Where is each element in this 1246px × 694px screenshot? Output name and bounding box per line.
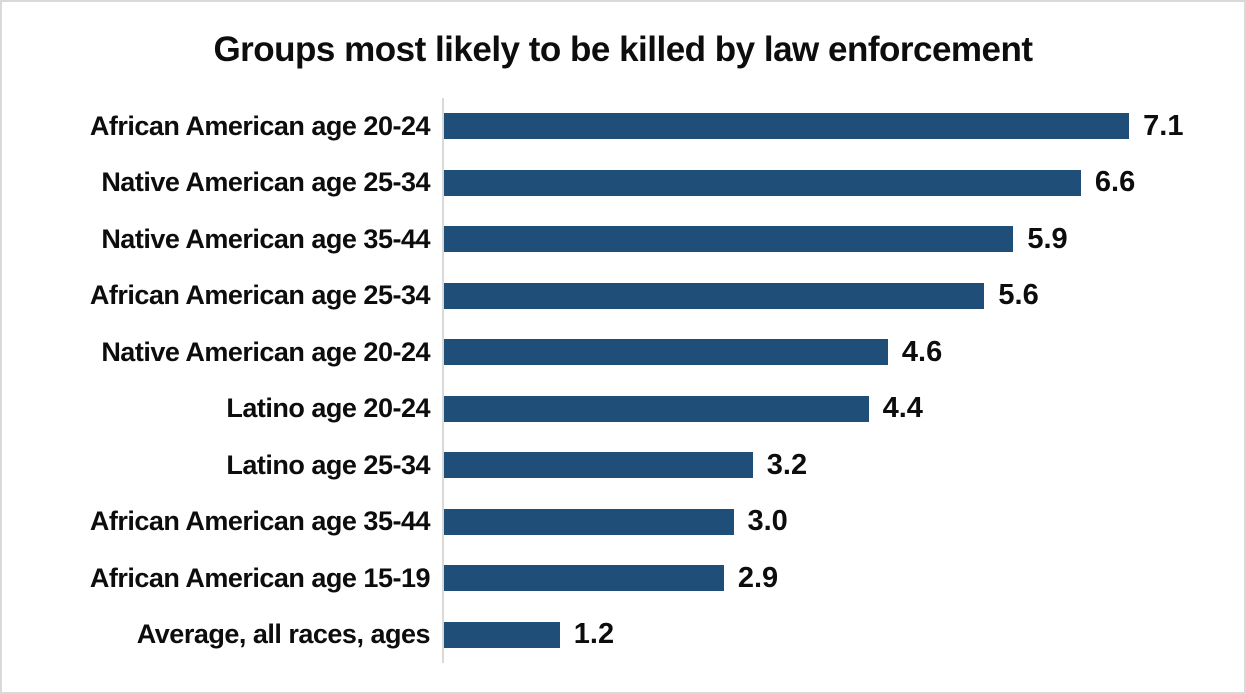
category-label: African American age 15-19	[89, 562, 431, 593]
value-label: 1.2	[573, 618, 615, 651]
bar	[444, 282, 985, 309]
bar	[444, 169, 1081, 196]
chart-row: African American age 20-24 7.1	[2, 98, 1244, 155]
bar	[444, 395, 869, 422]
value-label: 2.9	[737, 561, 779, 594]
chart-row: Native American age 25-34 6.6	[2, 155, 1244, 212]
y-axis-line	[442, 98, 444, 663]
value-label: 3.2	[766, 448, 808, 481]
category-label: African American age 20-24	[89, 110, 431, 141]
chart-row: Latino age 20-24 4.4	[2, 381, 1244, 438]
category-label: Native American age 25-34	[101, 167, 430, 198]
bar	[444, 113, 1130, 140]
category-label: Average, all races, ages	[136, 619, 431, 650]
chart-row: African American age 35-44 3.0	[2, 494, 1244, 551]
chart-title: Groups most likely to be killed by law e…	[213, 30, 1033, 69]
value-label: 5.6	[998, 279, 1039, 312]
category-label: Native American age 35-44	[101, 223, 430, 254]
value-label: 3.0	[747, 505, 788, 538]
chart-row: Native American age 20-24 4.6	[2, 324, 1244, 381]
plot-area: African American age 20-24 7.1 Native Amer…	[2, 98, 1244, 663]
value-label: 7.1	[1143, 109, 1184, 142]
bar	[444, 452, 753, 479]
value-label: 4.4	[882, 392, 923, 425]
bar	[444, 621, 560, 648]
category-label: Latino age 25-34	[226, 449, 430, 480]
bar	[444, 339, 888, 366]
bar	[444, 508, 734, 535]
chart-row: Average, all races, ages 1.2	[2, 607, 1244, 664]
value-label: 5.9	[1027, 222, 1068, 255]
chart-row: African American age 15-19 2.9	[2, 550, 1244, 607]
value-label: 6.6	[1094, 166, 1136, 199]
value-label: 4.6	[901, 335, 943, 368]
chart-row: Native American age 35-44 5.9	[2, 211, 1244, 268]
category-label: African American age 35-44	[89, 506, 431, 537]
category-label: Latino age 20-24	[226, 393, 430, 424]
chart-row: African American age 25-34 5.6	[2, 268, 1244, 325]
category-label: Native American age 20-24	[101, 336, 430, 367]
bar	[444, 565, 724, 592]
bar	[444, 226, 1014, 253]
category-label: African American age 25-34	[89, 280, 431, 311]
chart-row: Latino age 25-34 3.2	[2, 437, 1244, 494]
